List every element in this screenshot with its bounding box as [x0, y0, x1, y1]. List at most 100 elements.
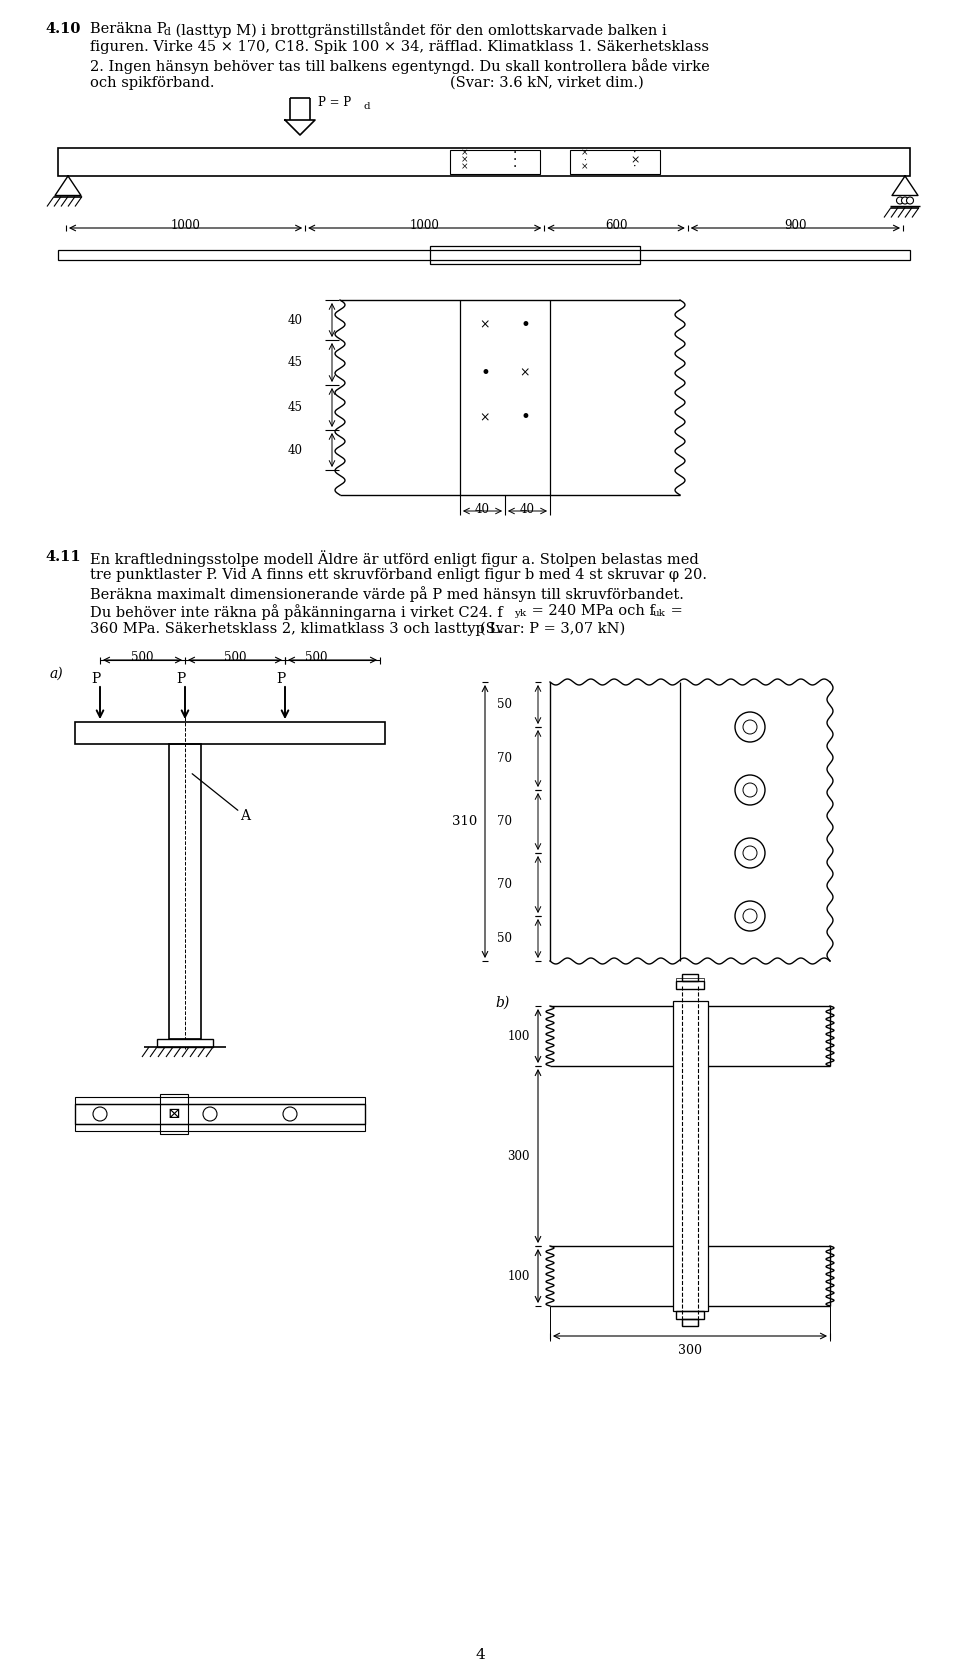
Text: = 240 MPa och f: = 240 MPa och f — [527, 605, 655, 618]
Text: 4.10: 4.10 — [45, 22, 81, 37]
Circle shape — [735, 902, 765, 930]
Text: 40: 40 — [520, 503, 535, 516]
Text: ×: × — [461, 149, 468, 157]
Text: ·: · — [513, 160, 517, 174]
Bar — [682, 974, 698, 980]
Text: ×: × — [631, 155, 639, 165]
Text: •: • — [480, 364, 490, 381]
Bar — [676, 980, 704, 989]
Bar — [673, 1000, 708, 1311]
Bar — [450, 150, 540, 174]
Text: 2. Ingen hänsyn behöver tas till balkens egentyngd. Du skall kontrollera både vi: 2. Ingen hänsyn behöver tas till balkens… — [90, 58, 709, 73]
Text: 300: 300 — [508, 1149, 530, 1162]
Text: 100: 100 — [508, 1269, 530, 1283]
Circle shape — [743, 783, 757, 797]
Text: 70: 70 — [497, 752, 513, 765]
Bar — [157, 1039, 213, 1047]
Text: 40: 40 — [287, 314, 302, 327]
Text: =: = — [666, 605, 683, 618]
Text: P = P: P = P — [318, 95, 351, 109]
Bar — [676, 1311, 704, 1319]
Text: 4: 4 — [475, 1648, 485, 1662]
Bar — [169, 745, 201, 1039]
Text: och spikförband.: och spikförband. — [90, 77, 214, 90]
Circle shape — [906, 197, 914, 204]
Text: figuren. Virke 45 × 170, C18. Spik 100 × 34, räfflad. Klimatklass 1. Säkerhetskl: figuren. Virke 45 × 170, C18. Spik 100 ×… — [90, 40, 709, 53]
Text: 600: 600 — [605, 219, 627, 232]
Bar — [58, 250, 910, 261]
Text: ×: × — [461, 162, 468, 172]
Text: 360 MPa. Säkerhetsklass 2, klimatklass 3 och lasttyp L.: 360 MPa. Säkerhetsklass 2, klimatklass 3… — [90, 621, 504, 636]
Text: uk: uk — [653, 610, 666, 618]
Text: 1000: 1000 — [410, 219, 440, 232]
Text: (Svar: 3.6 kN, virket dim.): (Svar: 3.6 kN, virket dim.) — [450, 77, 644, 90]
Bar — [676, 979, 704, 980]
Text: 40: 40 — [475, 503, 490, 516]
Text: ×: × — [480, 411, 491, 424]
Polygon shape — [55, 175, 81, 195]
Text: Du behöver inte räkna på påkänningarna i virket C24. f: Du behöver inte räkna på påkänningarna i… — [90, 605, 503, 620]
Text: 1000: 1000 — [171, 219, 201, 232]
Text: Beräkna maximalt dimensionerande värde på P med hänsyn till skruvförbandet.: Beräkna maximalt dimensionerande värde p… — [90, 586, 684, 601]
Text: 50: 50 — [497, 698, 513, 711]
Bar — [160, 1094, 188, 1134]
Bar — [682, 1319, 698, 1326]
Text: 4.11: 4.11 — [45, 549, 81, 564]
Bar — [75, 721, 385, 745]
Circle shape — [203, 1107, 217, 1121]
Text: d: d — [363, 102, 370, 110]
Circle shape — [897, 197, 903, 204]
Text: ·: · — [513, 154, 517, 167]
Text: 500: 500 — [224, 651, 247, 665]
Text: •: • — [520, 317, 530, 334]
Bar — [75, 1097, 365, 1104]
Circle shape — [93, 1107, 107, 1121]
Text: 70: 70 — [497, 815, 513, 828]
Text: ×: × — [581, 162, 588, 172]
Circle shape — [743, 908, 757, 924]
Circle shape — [743, 847, 757, 860]
Text: ×: × — [519, 366, 530, 379]
Text: ×: × — [461, 155, 468, 165]
Bar — [570, 150, 660, 174]
Text: 100: 100 — [508, 1029, 530, 1042]
Text: •: • — [520, 409, 530, 426]
Circle shape — [735, 711, 765, 741]
Text: P: P — [91, 671, 101, 686]
Text: (lasttyp M) i brottgränstillståndet för den omlottskarvade balken i: (lasttyp M) i brottgränstillståndet för … — [171, 22, 667, 38]
Text: tre punktlaster P. Vid A finns ett skruvförband enligt figur b med 4 st skruvar : tre punktlaster P. Vid A finns ett skruv… — [90, 568, 707, 583]
Text: En kraftledningsstolpe modell Äldre är utförd enligt figur a. Stolpen belastas m: En kraftledningsstolpe modell Äldre är u… — [90, 549, 699, 566]
Circle shape — [735, 775, 765, 805]
Text: 45: 45 — [287, 356, 302, 369]
Text: 45: 45 — [287, 401, 302, 414]
Circle shape — [901, 197, 908, 204]
Polygon shape — [285, 120, 315, 135]
Text: a): a) — [50, 666, 63, 681]
Text: ·: · — [513, 145, 517, 160]
Circle shape — [735, 838, 765, 868]
Text: (Svar: P = 3,07 kN): (Svar: P = 3,07 kN) — [480, 621, 625, 636]
Text: ×: × — [480, 319, 491, 332]
Text: ·: · — [634, 162, 636, 172]
Text: 500: 500 — [132, 651, 154, 665]
Text: 300: 300 — [678, 1344, 702, 1358]
Text: b): b) — [495, 995, 509, 1010]
Text: 900: 900 — [784, 219, 806, 232]
Text: P: P — [276, 671, 286, 686]
Text: 310: 310 — [452, 815, 477, 828]
Text: P: P — [177, 671, 185, 686]
Text: yk: yk — [514, 610, 526, 618]
Text: A: A — [240, 808, 250, 823]
Text: ·: · — [584, 155, 587, 165]
Text: Beräkna P: Beräkna P — [90, 22, 166, 37]
Text: 500: 500 — [305, 651, 327, 665]
Text: 50: 50 — [497, 932, 513, 945]
Bar — [430, 245, 640, 264]
Circle shape — [283, 1107, 297, 1121]
Circle shape — [743, 720, 757, 735]
Text: ·: · — [634, 149, 636, 159]
Text: 70: 70 — [497, 878, 513, 892]
Text: ⊠: ⊠ — [168, 1107, 180, 1121]
Text: d: d — [164, 27, 171, 37]
Bar — [75, 1104, 365, 1124]
